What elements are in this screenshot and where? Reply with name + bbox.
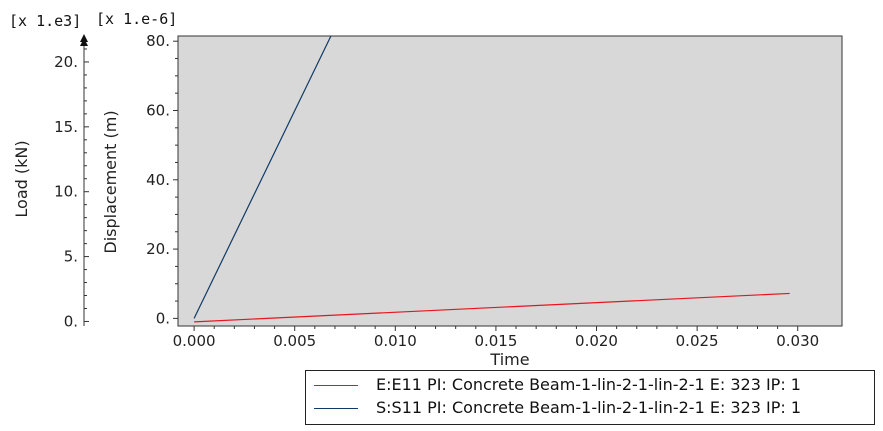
series-line-0 <box>194 292 790 323</box>
x-tick-label: 0.000 <box>173 332 216 350</box>
plot-area <box>177 35 843 327</box>
y-right-multiplier: [x 1.e-6] <box>96 10 177 28</box>
series-line-1 <box>193 36 332 319</box>
y-left-multiplier: [x 1.e3] <box>9 12 81 30</box>
y-left-tick-label: 15. <box>54 118 78 136</box>
x-tick-label: 0.005 <box>273 332 316 350</box>
x-axis: 0.000 0.005 0.010 0.015 0.020 0.025 0.030 <box>173 326 819 350</box>
legend-swatch-e11 <box>314 385 358 386</box>
x-tick-label: 0.030 <box>776 332 819 350</box>
y-right-tick-label: 0. <box>156 309 170 327</box>
y-axis-load: 0. 5. 10. 15. 20. <box>54 34 89 330</box>
x-tick-label: 0.020 <box>575 332 618 350</box>
legend-item-e11: E:E11 PI: Concrete Beam-1-lin-2-1-lin-2-… <box>306 374 874 396</box>
y-left-tick-label: 5. <box>64 248 78 266</box>
y-right-tick-label: 80. <box>146 32 170 50</box>
x-axis-title: Time <box>489 350 529 369</box>
x-tick-label: 0.015 <box>474 332 517 350</box>
x-tick-label: 0.010 <box>374 332 417 350</box>
legend-swatch-s11 <box>314 408 358 409</box>
y-left-arrow-icon <box>80 34 88 42</box>
y-left-tick-label: 20. <box>54 53 78 71</box>
y-axis-displacement: 0. 20. 40. 60. 80. <box>146 32 178 327</box>
x-tick-label: 0.025 <box>676 332 719 350</box>
y-left-tick-label: 10. <box>54 183 78 201</box>
y-left-tick-label: 0. <box>64 312 78 330</box>
legend-label-s11: S:S11 PI: Concrete Beam-1-lin-2-1-lin-2-… <box>376 398 802 417</box>
y-right-axis-title: Displacement (m) <box>101 110 120 253</box>
y-right-tick-label: 40. <box>146 171 170 189</box>
legend: E:E11 PI: Concrete Beam-1-lin-2-1-lin-2-… <box>305 370 875 425</box>
series-layer <box>193 36 790 323</box>
legend-item-s11: S:S11 PI: Concrete Beam-1-lin-2-1-lin-2-… <box>306 397 874 419</box>
y-left-axis-title: Load (kN) <box>12 140 31 217</box>
legend-label-e11: E:E11 PI: Concrete Beam-1-lin-2-1-lin-2-… <box>376 375 801 394</box>
y-right-tick-label: 20. <box>146 240 170 258</box>
y-right-tick-label: 60. <box>146 101 170 119</box>
